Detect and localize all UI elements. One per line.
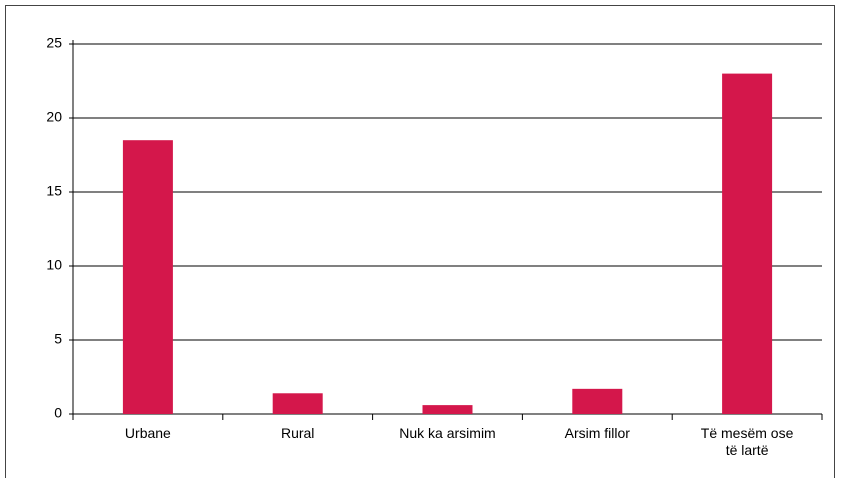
x-tick-label: Rural — [280, 425, 315, 441]
bar — [572, 388, 623, 414]
bar — [422, 405, 473, 414]
x-tick-label: Urbane — [124, 425, 171, 441]
y-tick-label: 10 — [46, 257, 62, 273]
y-tick-label: 5 — [54, 331, 62, 347]
bar — [722, 73, 773, 414]
frame — [5, 5, 835, 478]
bar — [122, 140, 173, 414]
x-tick-label: Nuk ka arsimim — [399, 425, 496, 441]
x-tick-label: Të mesëm ose të lartë — [700, 425, 794, 458]
y-tick-label: 0 — [54, 405, 62, 421]
y-tick-label: 15 — [46, 183, 62, 199]
bar — [272, 393, 323, 414]
y-tick-label: 20 — [46, 109, 62, 125]
x-tick-label: Arsim fillor — [564, 425, 630, 441]
y-tick-label: 25 — [46, 35, 62, 51]
